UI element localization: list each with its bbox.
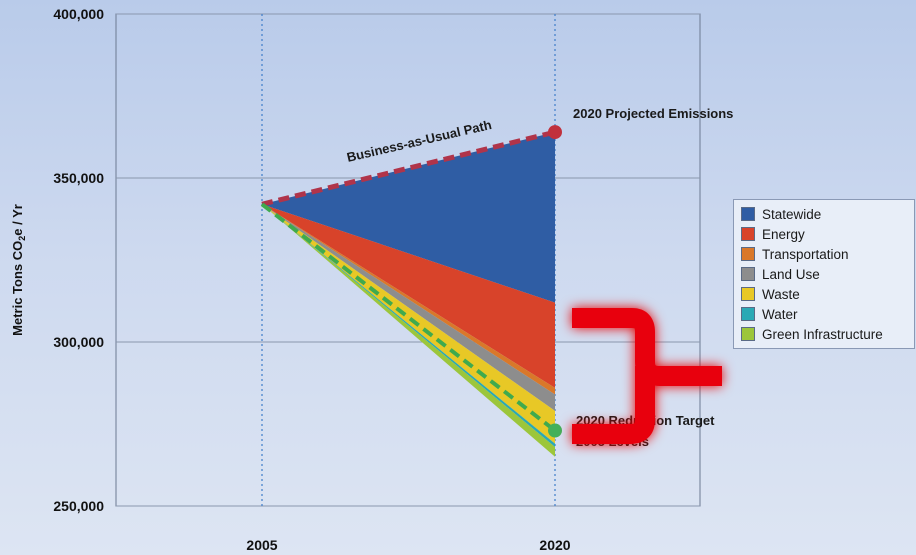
legend-label: Waste	[762, 286, 800, 302]
legend-item: Land Use	[741, 264, 914, 284]
axis-ticks: 250,000 300,000 350,000 400,000 2005 2020	[53, 6, 570, 553]
area-transportation	[262, 204, 555, 395]
legend: Statewide Energy Transportation Land Use Was…	[733, 199, 915, 349]
area-statewide	[262, 132, 555, 303]
target-path-line	[260, 202, 557, 433]
legend-swatch	[741, 247, 755, 261]
red-bracket-annotation	[572, 308, 722, 444]
legend-label: Statewide	[762, 206, 822, 222]
area-energy	[262, 204, 555, 388]
projected-emissions-marker	[548, 125, 562, 140]
area-series	[262, 132, 555, 457]
legend-item: Transportation	[741, 244, 914, 264]
legend-label: Transportation	[762, 246, 849, 262]
lines	[260, 125, 562, 438]
legend-swatch	[741, 267, 755, 281]
legend-item: Green Infrastructure	[741, 324, 914, 344]
y-tick-label: 400,000	[53, 6, 104, 22]
x-tick-label: 2020	[539, 537, 570, 553]
x-tick-label: 2005	[246, 537, 277, 553]
area-green-infrastructure	[262, 204, 555, 457]
legend-label: Green Infrastructure	[762, 326, 883, 342]
legend-swatch	[741, 287, 755, 301]
y-tick-label: 300,000	[53, 334, 104, 350]
y-axis-label: Metric Tons CO2e / Yr	[10, 204, 27, 336]
legend-item: Water	[741, 304, 914, 324]
projected-emissions-label: 2020 Projected Emissions	[573, 106, 733, 121]
legend-label: Land Use	[762, 266, 820, 282]
legend-label: Energy	[762, 226, 805, 242]
legend-item: Statewide	[741, 204, 914, 224]
legend-swatch	[741, 327, 755, 341]
legend-swatch	[741, 307, 755, 321]
legend-label: Water	[762, 306, 798, 322]
bracket-shape	[572, 308, 722, 444]
legend-item: Waste	[741, 284, 914, 304]
legend-swatch	[741, 227, 755, 241]
target-marker	[548, 423, 562, 438]
y-tick-label: 250,000	[53, 498, 104, 514]
y-tick-label: 350,000	[53, 170, 104, 186]
legend-item: Energy	[741, 224, 914, 244]
legend-swatch	[741, 207, 755, 221]
